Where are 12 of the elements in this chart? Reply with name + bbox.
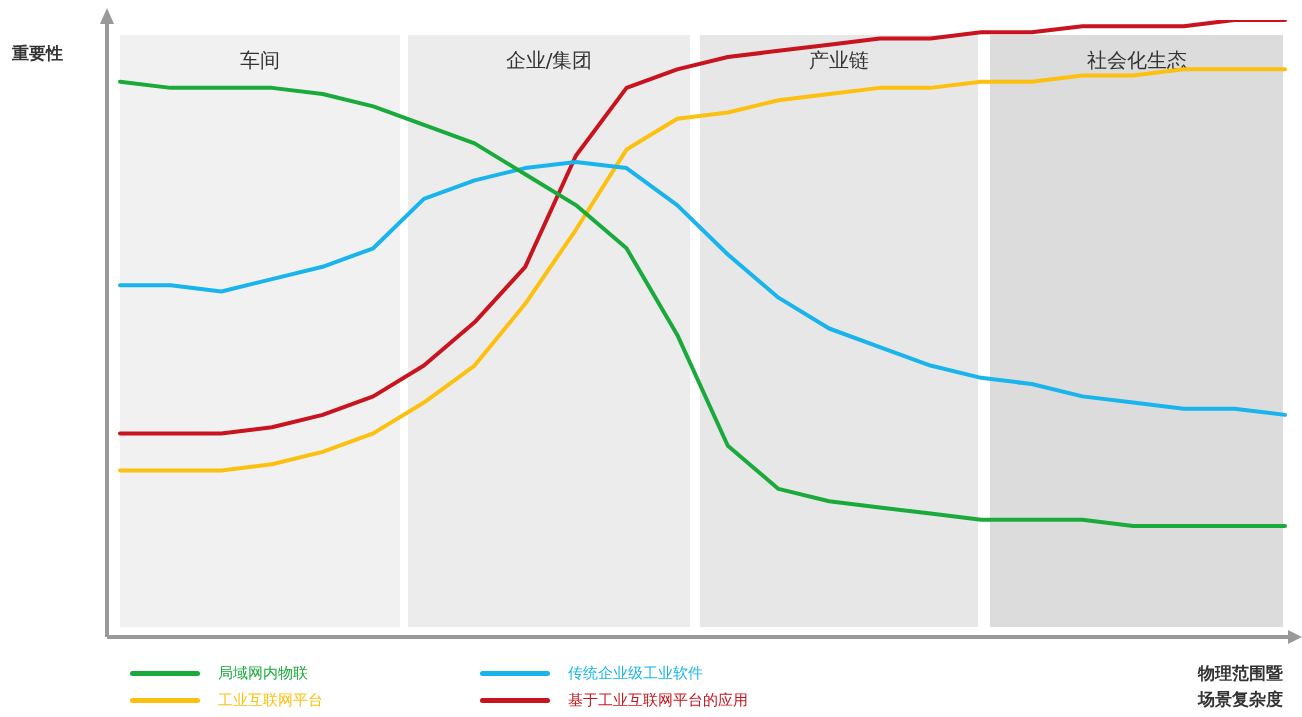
x-axis-title: 物理范围暨场景复杂度 bbox=[1198, 662, 1284, 711]
y-axis-title: 重要性 bbox=[12, 42, 63, 65]
annotation: 企业/集团 bbox=[505, 47, 593, 74]
legend-label: 工业互联网平台 bbox=[218, 691, 323, 710]
legend-label: 基于工业互联网平台的应用 bbox=[568, 691, 748, 710]
shaded-panel: 车间 bbox=[120, 35, 400, 627]
legend-label: 传统企业级工业软件 bbox=[568, 664, 703, 683]
legend-label: 局域网内物联 bbox=[218, 664, 308, 683]
shaded-panel: 企业/集团 bbox=[408, 35, 690, 627]
annotation: 产业链 bbox=[809, 47, 869, 74]
shaded-panel: 产业链 bbox=[700, 35, 978, 627]
annotation: 车间 bbox=[240, 47, 280, 74]
